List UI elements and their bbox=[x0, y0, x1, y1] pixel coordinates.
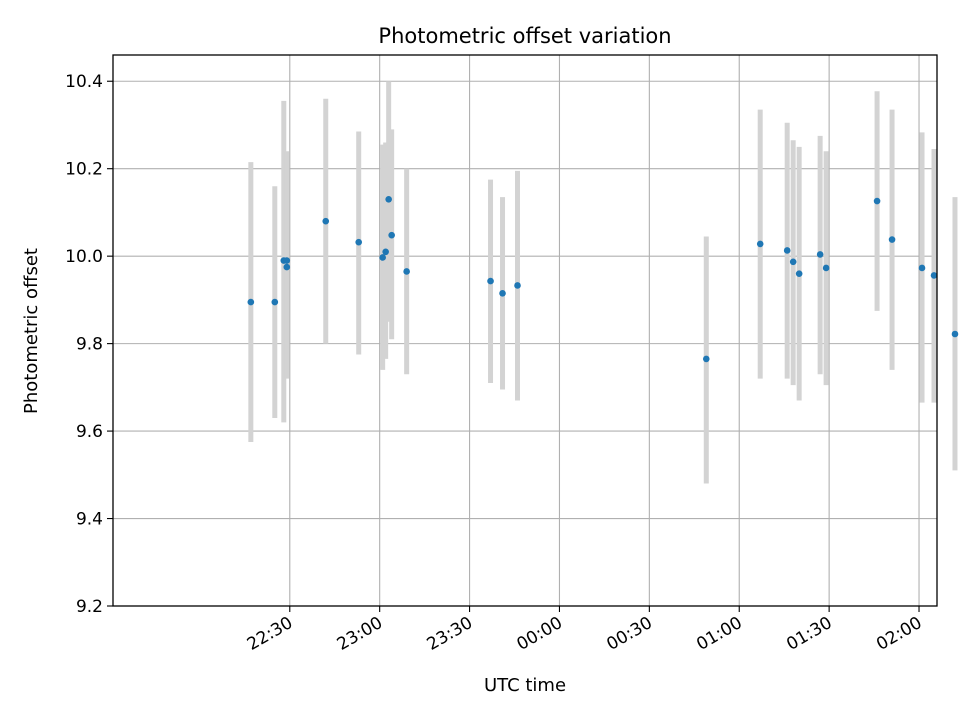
data-point bbox=[795, 270, 803, 277]
data-point bbox=[514, 282, 521, 289]
data-point bbox=[271, 298, 279, 306]
data-point bbox=[283, 257, 291, 264]
data-point bbox=[888, 236, 896, 243]
data-point bbox=[385, 196, 392, 203]
data-point bbox=[283, 263, 291, 271]
data-point bbox=[322, 217, 330, 225]
y-tick-label: 9.6 bbox=[76, 422, 103, 442]
y-tick-label: 9.2 bbox=[76, 597, 103, 617]
data-point bbox=[379, 254, 386, 261]
data-point bbox=[789, 258, 797, 266]
data-point bbox=[756, 240, 764, 248]
data-point bbox=[403, 268, 410, 275]
y-axis-ticks: 9.2 9.4 9.6 9.8 10.0 10.2 10.4 bbox=[65, 72, 113, 617]
data-point bbox=[702, 355, 710, 363]
axes-frame bbox=[112, 54, 938, 607]
data-point bbox=[388, 231, 395, 239]
data-point bbox=[783, 247, 791, 254]
y-tick-label: 10.4 bbox=[65, 72, 103, 92]
data-point bbox=[382, 248, 389, 256]
y-axis-label: Photometric offset bbox=[21, 248, 42, 414]
data-point bbox=[816, 251, 824, 258]
y-tick-label: 10.0 bbox=[65, 247, 103, 267]
y-tick-label: 9.8 bbox=[76, 335, 103, 355]
chart-title: Photometric offset variation bbox=[378, 24, 671, 48]
data-point bbox=[487, 277, 494, 285]
y-tick-label: 9.4 bbox=[76, 510, 103, 530]
data-point bbox=[930, 272, 938, 279]
data-point bbox=[499, 290, 506, 297]
plot-area bbox=[112, 54, 959, 607]
y-tick-label: 10.2 bbox=[65, 160, 103, 180]
data-point bbox=[355, 238, 363, 246]
data-point bbox=[247, 298, 255, 306]
x-axis-label: UTC time bbox=[484, 675, 566, 696]
data-point bbox=[951, 330, 959, 338]
data-point bbox=[822, 264, 830, 272]
data-points bbox=[247, 196, 959, 363]
data-point bbox=[918, 264, 926, 272]
data-point bbox=[873, 197, 881, 205]
